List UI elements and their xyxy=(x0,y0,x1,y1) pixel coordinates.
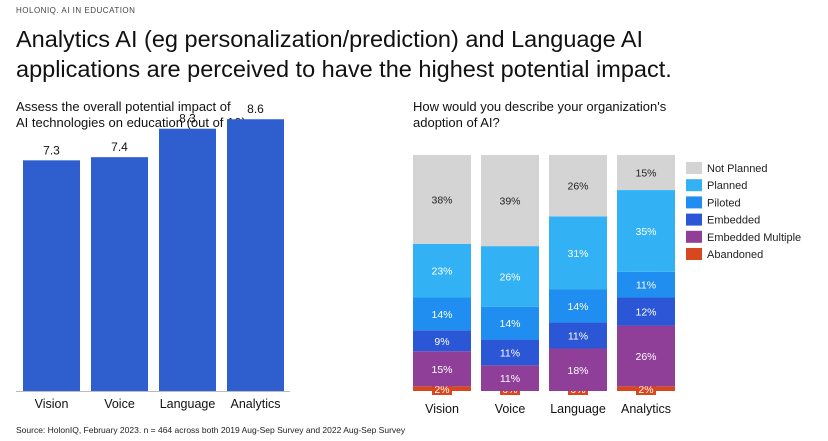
adoption-segment-vision-not-planned xyxy=(413,155,471,244)
adoption-segment-language-piloted xyxy=(549,289,607,323)
impact-category-analytics: Analytics xyxy=(230,397,280,411)
adoption-segment-vision-piloted xyxy=(413,297,471,331)
adoption-label-analytics-not-planned: 15% xyxy=(635,168,656,180)
headline-line-2: applications are perceived to have the h… xyxy=(16,56,672,82)
impact-value-voice: 7.4 xyxy=(111,140,128,154)
adoption-segment-voice-piloted xyxy=(481,306,539,340)
legend-label-embedded: Embedded xyxy=(707,215,760,227)
adoption-label-analytics-planned: 35% xyxy=(635,226,656,238)
adoption-label-analytics-embedded-multiple: 26% xyxy=(635,351,656,363)
legend-label-abandoned: Abandoned xyxy=(707,249,763,261)
left-chart-title-line-2: AI technologies on education (out of 10) xyxy=(16,115,246,130)
legend-swatch-piloted xyxy=(686,196,702,209)
impact-bar-analytics xyxy=(227,119,284,392)
impact-category-language: Language xyxy=(160,397,216,411)
impact-bar-language xyxy=(159,128,216,391)
left-chart-title: Assess the overall potential impact of A… xyxy=(16,99,346,131)
adoption-segment-voice-planned xyxy=(481,246,539,307)
legend-swatch-abandoned xyxy=(686,248,702,260)
adoption-segment-language-not-planned xyxy=(549,155,607,217)
adoption-segment-vision-embedded xyxy=(413,330,471,352)
adoption-segment-analytics-piloted xyxy=(617,271,675,298)
legend-label-not-planned: Not Planned xyxy=(707,163,768,175)
right-chart-title: How would you describe your organization… xyxy=(413,99,743,131)
adoption-segment-analytics-embedded xyxy=(617,297,675,326)
adoption-label-language-not-planned: 26% xyxy=(567,181,588,193)
adoption-category-language: Language xyxy=(550,402,606,416)
adoption-segment-analytics-not-planned xyxy=(617,155,675,191)
adoption-segment-analytics-embedded-multiple xyxy=(617,325,675,387)
adoption-label-analytics-piloted: 11% xyxy=(636,280,656,292)
adoption-label-voice-piloted: 14% xyxy=(499,318,520,330)
impact-value-vision: 7.3 xyxy=(43,143,60,157)
adoption-segment-language-embedded xyxy=(549,322,607,349)
adoption-segment-language-planned xyxy=(549,216,607,290)
adoption-label-vision-not-planned: 38% xyxy=(431,194,452,206)
adoption-abandoned-badge-vision xyxy=(432,384,452,395)
legend-swatch-planned xyxy=(686,179,702,192)
adoption-label-analytics-embedded: 12% xyxy=(635,307,656,319)
impact-value-language: 8.3 xyxy=(179,112,196,126)
adoption-label-language-embedded: 11% xyxy=(568,331,588,343)
right-chart-title-line-1: How would you describe your organization… xyxy=(413,99,667,114)
left-chart-title-line-1: Assess the overall potential impact of xyxy=(16,99,231,114)
adoption-label-voice-embedded: 11% xyxy=(500,347,520,359)
headline-line-1: Analytics AI (eg personalization/predict… xyxy=(16,26,644,52)
legend-swatch-not-planned xyxy=(686,162,702,174)
adoption-label-vision-embedded: 9% xyxy=(434,336,449,348)
legend-label-piloted: Piloted xyxy=(707,197,741,209)
adoption-label-vision-embedded-multiple: 15% xyxy=(431,364,452,376)
adoption-segment-voice-not-planned xyxy=(481,155,539,247)
legend-swatch-embedded xyxy=(686,213,702,226)
brand-label: HOLONIQ. AI IN EDUCATION xyxy=(16,6,136,15)
page-title: Analytics AI (eg personalization/predict… xyxy=(16,24,816,84)
adoption-label-language-embedded-multiple: 18% xyxy=(567,365,588,377)
adoption-label-language-planned: 31% xyxy=(567,248,588,260)
adoption-label-vision-planned: 23% xyxy=(431,266,452,278)
adoption-segment-vision-embedded-multiple xyxy=(413,351,471,387)
right-chart-title-line-2: adoption of AI? xyxy=(413,115,500,130)
adoption-segment-analytics-planned xyxy=(617,190,675,272)
adoption-label-analytics-abandoned: 2% xyxy=(638,384,653,396)
source-note: Source: HolonIQ, February 2023. n = 464 … xyxy=(16,425,406,435)
impact-bar-vision xyxy=(23,160,80,391)
adoption-label-voice-planned: 26% xyxy=(499,272,520,284)
adoption-abandoned-badge-analytics xyxy=(636,384,656,395)
adoption-segment-voice-embedded-multiple xyxy=(481,365,539,391)
legend-label-embedded-multiple: Embedded Multiple xyxy=(707,232,801,244)
adoption-category-voice: Voice xyxy=(495,402,526,416)
adoption-segment-voice-embedded xyxy=(481,339,539,366)
adoption-label-vision-abandoned: 2% xyxy=(434,384,449,396)
adoption-category-vision: Vision xyxy=(425,402,459,416)
impact-category-voice: Voice xyxy=(104,397,135,411)
impact-bar-voice xyxy=(91,157,148,391)
impact-category-vision: Vision xyxy=(35,397,69,411)
adoption-label-vision-piloted: 14% xyxy=(431,309,452,321)
legend-label-planned: Planned xyxy=(707,180,747,192)
adoption-label-voice-embedded-multiple: 11% xyxy=(500,373,520,385)
adoption-label-language-piloted: 14% xyxy=(567,301,588,313)
legend-swatch-embedded-multiple xyxy=(686,230,702,243)
impact-value-analytics: 8.6 xyxy=(247,102,264,116)
adoption-label-voice-not-planned: 39% xyxy=(499,196,520,208)
adoption-segment-language-embedded-multiple xyxy=(549,348,607,391)
adoption-category-analytics: Analytics xyxy=(621,402,671,416)
adoption-segment-vision-planned xyxy=(413,243,471,298)
